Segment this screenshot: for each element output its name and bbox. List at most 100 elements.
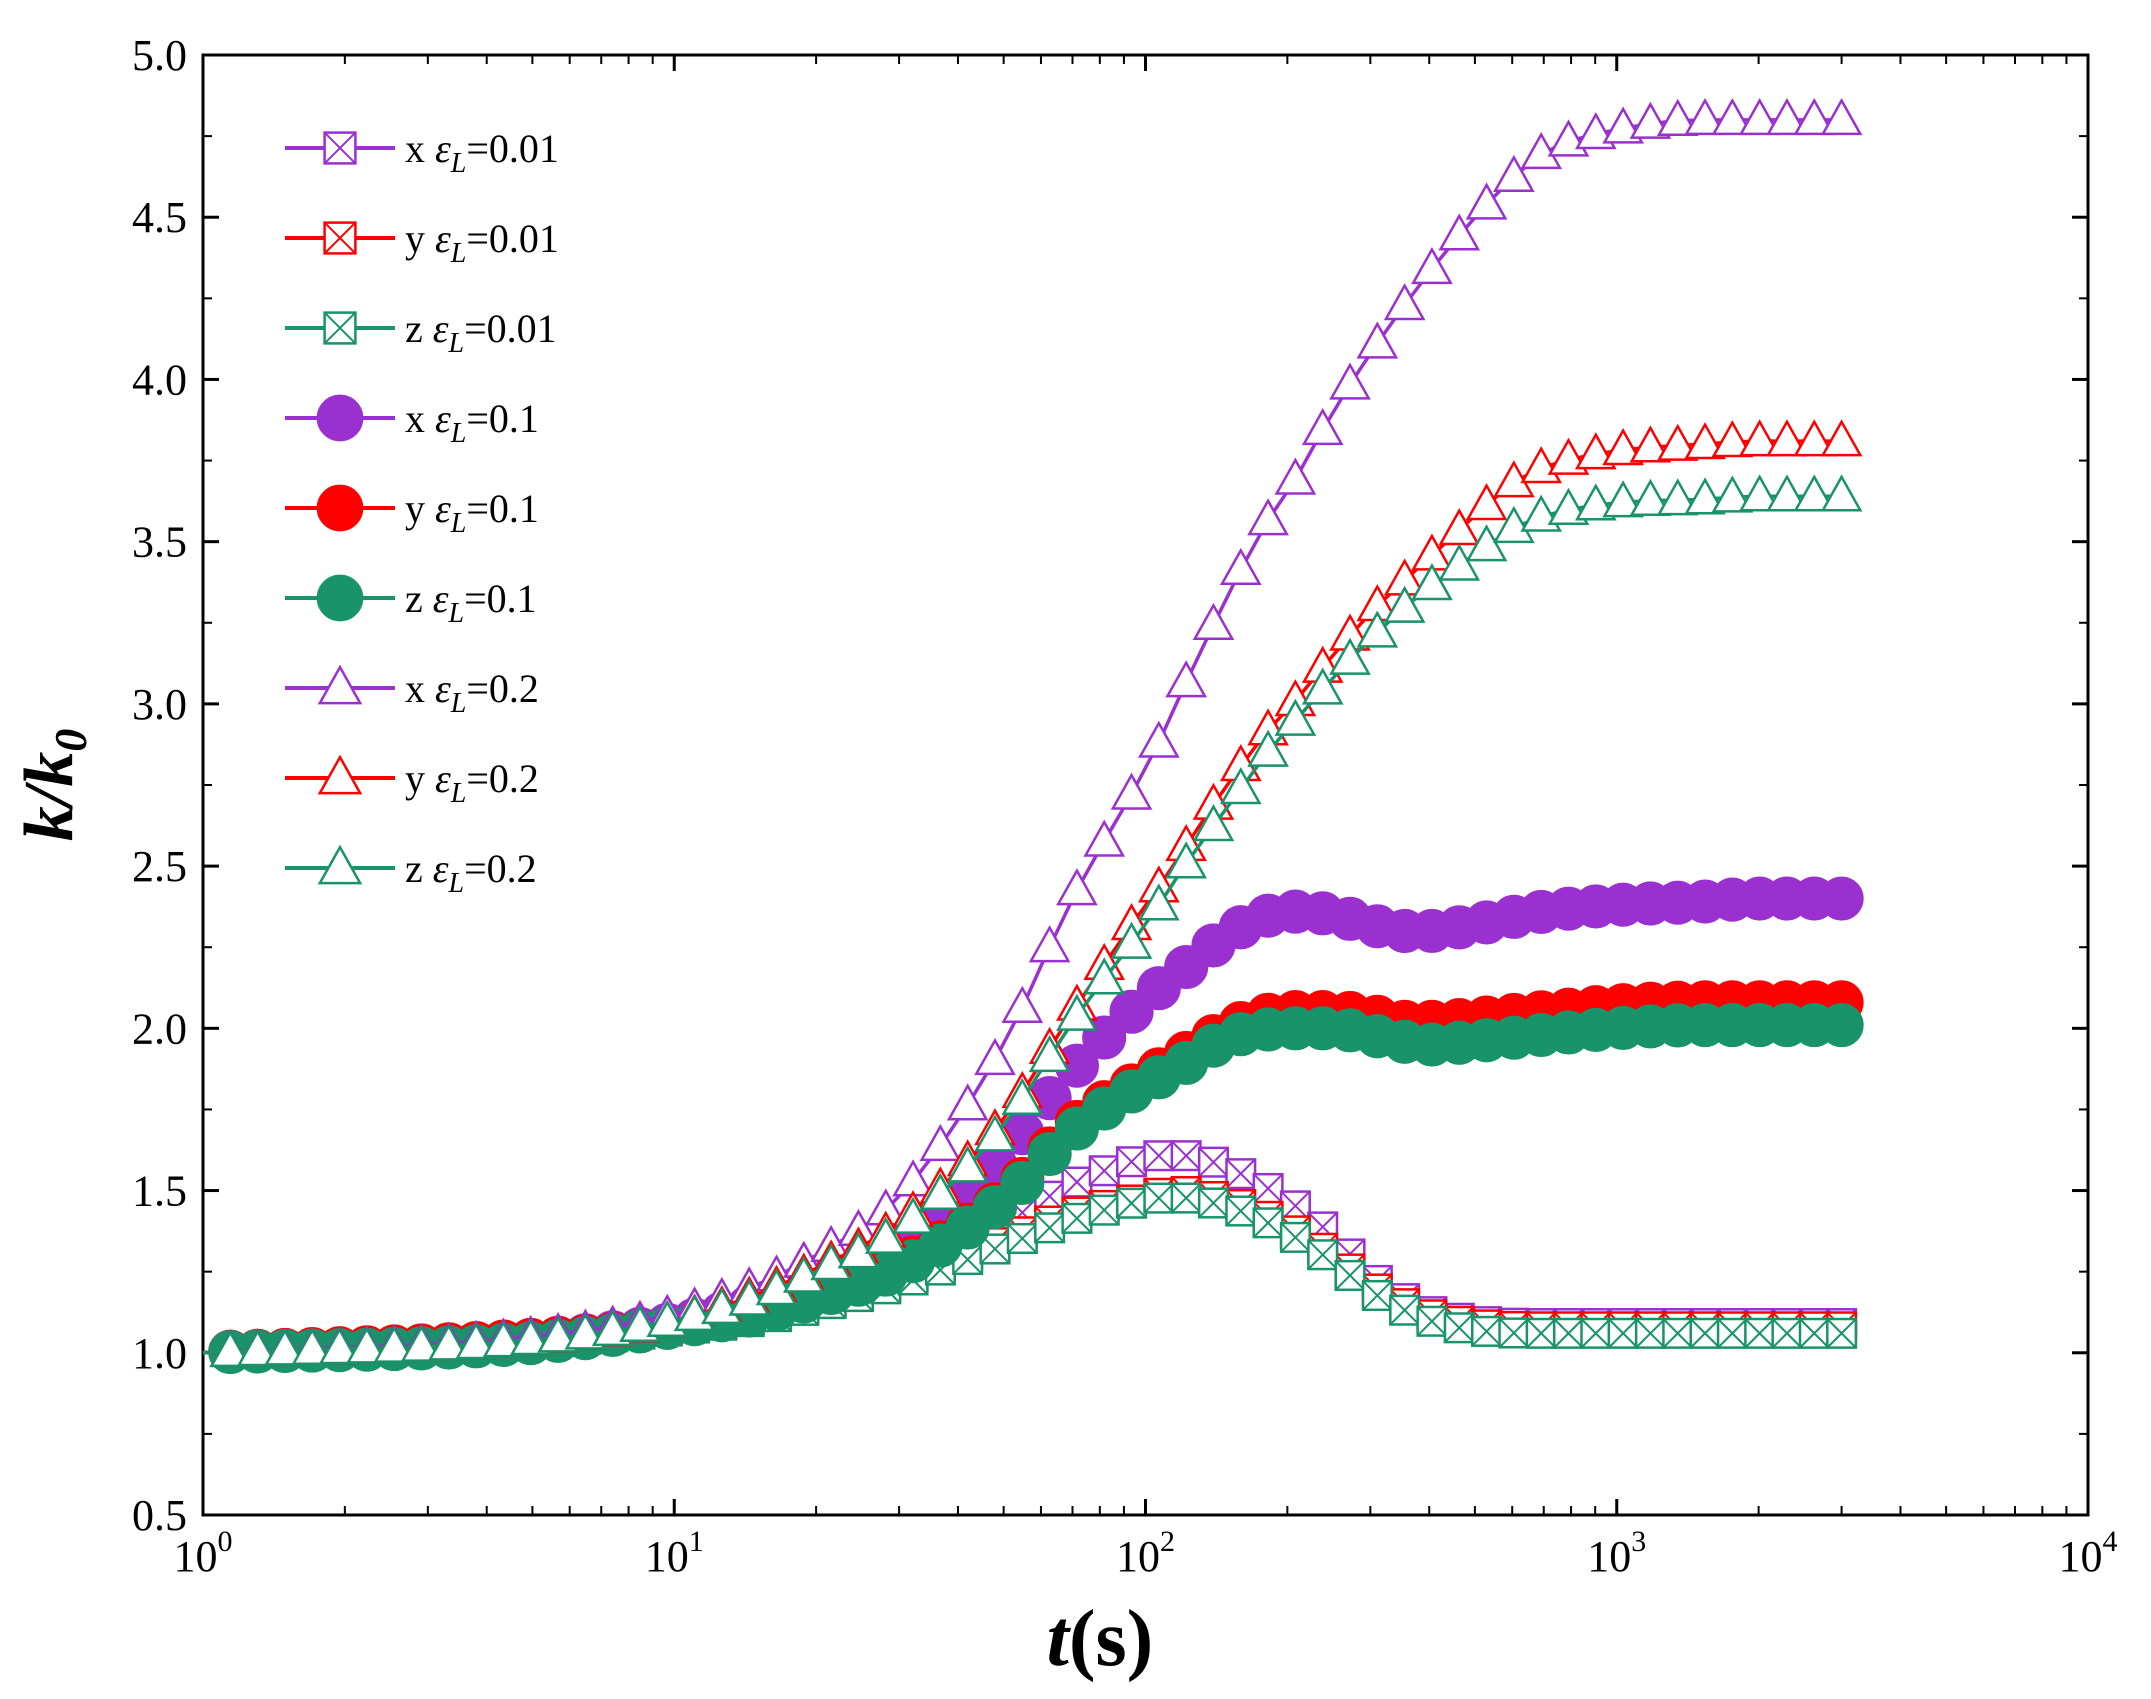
marker-cross [1280, 1222, 1311, 1253]
data-point [323, 221, 357, 255]
y-tick-label: 3.0 [132, 680, 187, 729]
marker-cross [1498, 1317, 1529, 1348]
data-point [1361, 1279, 1393, 1312]
data-point [1115, 1146, 1148, 1178]
x-tick-label: 103 [1587, 1525, 1646, 1581]
data-point [291, 1327, 334, 1365]
data-point [919, 1123, 962, 1162]
data-point [1170, 1140, 1202, 1172]
data-point [1411, 563, 1453, 601]
data-point [537, 1315, 579, 1353]
series-layer [202, 97, 1864, 1375]
data-point [1689, 1317, 1721, 1349]
data-point [1684, 477, 1726, 515]
data-point [1465, 182, 1508, 220]
legend-entry: x εL=0.01 [285, 126, 559, 179]
data-point [1301, 667, 1344, 705]
data-point [1656, 478, 1699, 516]
legend-entry: x εL=0.2 [285, 664, 539, 719]
legend-entry: y εL=0.01 [285, 216, 559, 269]
data-point [1580, 1317, 1612, 1349]
data-point [1170, 1182, 1202, 1214]
data-point [1684, 97, 1726, 136]
marker-cross [1416, 1306, 1447, 1337]
marker-cross [1744, 1318, 1775, 1349]
marker-cross [1471, 1316, 1502, 1347]
data-point [1498, 1317, 1530, 1349]
data-point [1744, 1317, 1776, 1349]
x-tick-label: 100 [174, 1525, 233, 1581]
marker-cross [979, 1233, 1010, 1264]
marker-cross [1553, 1318, 1584, 1349]
marker-cross [1171, 1183, 1202, 1214]
data-point [946, 1083, 989, 1121]
marker-cross [1307, 1239, 1338, 1270]
data-point [1197, 1187, 1230, 1219]
legend-entry: z εL=0.1 [285, 574, 537, 629]
data-point [1819, 1003, 1864, 1048]
data-point [1411, 246, 1453, 285]
data-point [1056, 993, 1098, 1031]
data-point [1225, 1195, 1257, 1227]
data-point [1820, 474, 1863, 512]
marker-cross [1526, 1318, 1557, 1349]
marker-cross [323, 221, 357, 255]
data-point [782, 1255, 825, 1293]
data-point [1684, 422, 1726, 460]
marker-cross [1225, 1196, 1256, 1227]
data-point [455, 1322, 497, 1360]
legend-label: y εL=0.01 [405, 216, 559, 269]
data-point [1552, 1317, 1585, 1349]
data-point [1197, 1146, 1230, 1178]
data-point [236, 1329, 279, 1367]
data-point [1056, 868, 1098, 906]
data-point [1711, 420, 1754, 458]
data-point [316, 394, 364, 442]
data-point [1028, 1034, 1071, 1073]
legend-label: x εL=0.01 [405, 126, 559, 179]
data-point [1006, 1222, 1038, 1255]
marker-cross [1608, 1318, 1639, 1349]
data-point [1028, 925, 1071, 963]
data-point [1027, 1131, 1072, 1177]
data-point [864, 1216, 907, 1254]
data-point [1383, 283, 1426, 321]
data-point [1634, 1317, 1666, 1349]
marker-cross [1335, 1260, 1366, 1291]
data-point [323, 131, 357, 165]
data-point [1165, 660, 1208, 698]
legend-label: x εL=0.2 [405, 666, 539, 719]
y-tick-label: 3.5 [132, 518, 187, 567]
marker-cross [1690, 1318, 1721, 1349]
data-point [1115, 1187, 1148, 1219]
data-point [728, 1278, 771, 1316]
marker-cross [1362, 1280, 1393, 1311]
data-point [946, 1145, 989, 1183]
data-point [1110, 772, 1153, 810]
data-point [1820, 419, 1863, 457]
marker-cross [1171, 1140, 1202, 1171]
legend-label: z εL=0.2 [405, 846, 537, 899]
data-point [1493, 505, 1535, 544]
marker-cross [1635, 1318, 1666, 1349]
data-point [1520, 131, 1563, 170]
marker-cross [1771, 1318, 1802, 1349]
data-point [1738, 419, 1781, 457]
data-point [1629, 425, 1672, 463]
marker-cross [1116, 1188, 1147, 1219]
data-point [1738, 474, 1781, 512]
data-point [316, 484, 364, 532]
data-point [317, 664, 363, 705]
marker-cross [1116, 1146, 1147, 1177]
y-tick-label: 1.5 [132, 1167, 187, 1216]
data-point [1383, 585, 1426, 623]
data-point [1061, 1166, 1093, 1198]
data-point [1465, 524, 1508, 562]
data-point [1329, 637, 1371, 675]
data-point [1738, 97, 1781, 136]
data-point [1771, 1317, 1803, 1349]
y-tick-label: 4.5 [132, 193, 187, 242]
data-point [1793, 97, 1836, 136]
data-point [1307, 1239, 1339, 1271]
data-point [974, 1114, 1016, 1152]
